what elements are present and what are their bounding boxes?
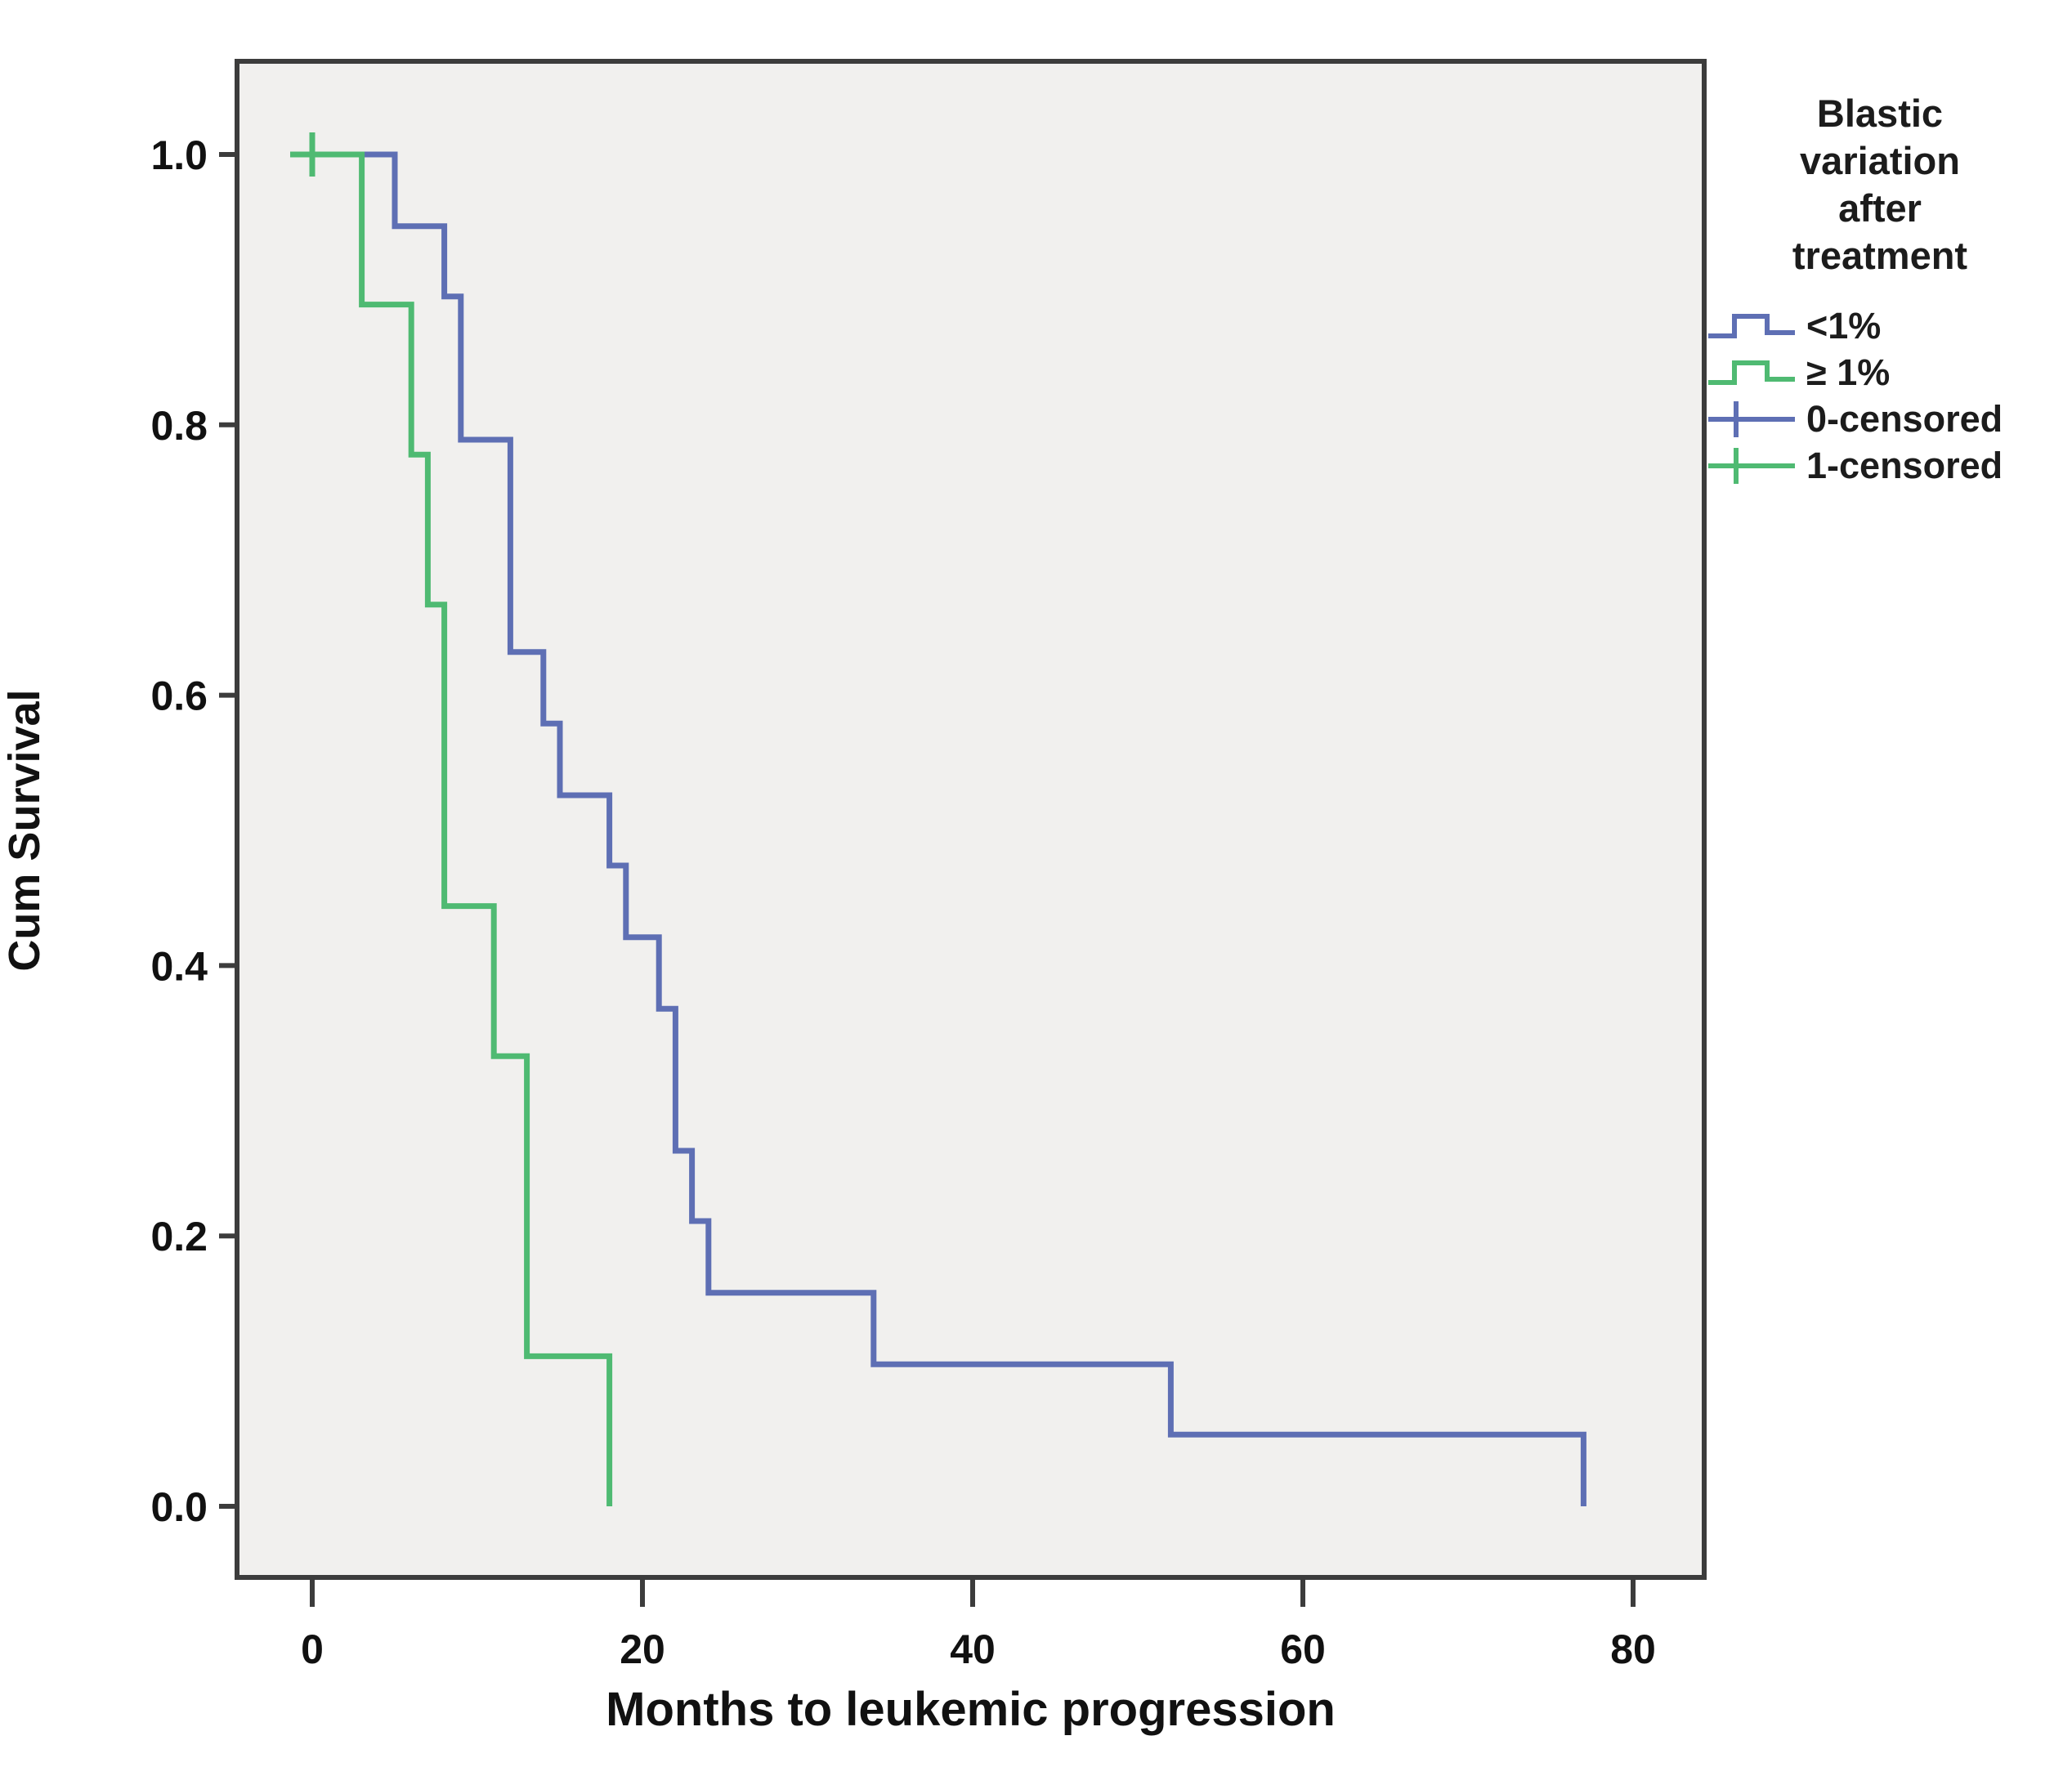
legend-entry: <1% xyxy=(1707,302,2066,349)
y-tick-label: 1.0 xyxy=(150,132,208,178)
legend-title: Blastic variation after treatment xyxy=(1716,90,2043,280)
legend-title-line: variation xyxy=(1800,139,1960,182)
censor-plus-icon xyxy=(1708,400,1795,437)
legend-entry-label: <1% xyxy=(1806,304,1882,347)
y-tick-label: 0.6 xyxy=(150,673,208,719)
x-tick-label: 0 xyxy=(301,1626,324,1672)
step-line-icon xyxy=(1708,360,1795,385)
legend-entry-label: 1-censored xyxy=(1806,444,2003,486)
y-tick-label: 0.2 xyxy=(150,1214,208,1259)
km-curve-lt1pct xyxy=(312,151,1586,1506)
x-tick-label: 60 xyxy=(1280,1626,1326,1672)
y-tick-label: 0.0 xyxy=(150,1484,208,1530)
legend-entry-label: 0-censored xyxy=(1806,397,2003,440)
legend-title-line: after xyxy=(1838,186,1922,230)
legend-entry: 0-censored xyxy=(1707,396,2066,442)
y-tick-label: 0.4 xyxy=(150,943,208,989)
legend-entry-label: ≥ 1% xyxy=(1806,351,1891,393)
legend: Blastic variation after treatment <1% ≥ 1% 0-… xyxy=(1707,90,2066,489)
y-axis-title-text: Cum Survival xyxy=(0,689,49,972)
legend-glyph-path xyxy=(1708,400,1795,437)
legend-title-line: Blastic xyxy=(1816,92,1944,135)
x-tick-label: 20 xyxy=(620,1626,665,1672)
step-line-icon xyxy=(1708,313,1795,338)
legend-entry: 1-censored xyxy=(1707,442,2066,489)
legend-glyph-path xyxy=(1708,447,1795,484)
legend-entries: <1% ≥ 1% 0-censored 1-censored xyxy=(1707,302,2066,489)
legend-glyph-path xyxy=(1708,313,1795,338)
legend-glyph-path xyxy=(1708,360,1795,385)
legend-title-line: treatment xyxy=(1792,234,1968,277)
x-tick-label: 80 xyxy=(1610,1626,1656,1672)
plot-background xyxy=(237,61,1704,1577)
legend-entry: ≥ 1% xyxy=(1707,349,2066,396)
censor-plus-icon xyxy=(1708,447,1795,484)
x-axis-title: Months to leukemic progression xyxy=(606,1683,1336,1736)
km-curve-ge1pct xyxy=(312,151,613,1506)
y-tick-label: 0.8 xyxy=(150,403,208,449)
x-tick-label: 40 xyxy=(950,1626,996,1672)
censor-mark-1 xyxy=(290,132,334,177)
